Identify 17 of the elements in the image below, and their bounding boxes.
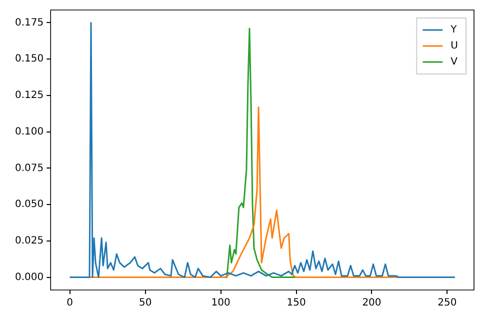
x-tick-label: 200	[362, 298, 382, 309]
y-tick-label: 0.175	[14, 17, 44, 28]
x-tick-label: 250	[438, 298, 457, 309]
y-tick-label: 0.000	[14, 272, 44, 283]
x-tick-label: 150	[286, 298, 306, 309]
x-tick-label: 50	[138, 298, 152, 309]
y-tick-label: 0.025	[14, 236, 44, 247]
y-tick-label: 0.050	[14, 199, 44, 210]
legend-label: V	[450, 56, 458, 68]
y-tick-label: 0.075	[14, 162, 44, 174]
x-tick-label: 0	[66, 298, 74, 309]
y-tick-label: 0.100	[14, 126, 44, 138]
y-tick-label: 0.125	[14, 90, 44, 102]
legend-label: Y	[450, 24, 458, 36]
y-tick-label: 0.150	[14, 54, 44, 65]
x-tick-label: 100	[211, 298, 230, 309]
legend-label: U	[450, 40, 458, 52]
